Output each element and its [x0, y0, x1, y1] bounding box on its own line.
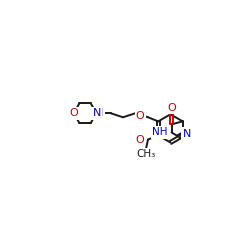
Text: N: N — [182, 128, 191, 138]
Text: NH: NH — [152, 128, 168, 138]
Text: O: O — [136, 111, 144, 121]
Text: N: N — [93, 108, 101, 118]
Text: O: O — [167, 102, 176, 113]
Text: N: N — [95, 108, 103, 118]
Text: O: O — [69, 108, 78, 118]
Text: CH₃: CH₃ — [136, 149, 156, 159]
Text: O: O — [135, 134, 144, 144]
